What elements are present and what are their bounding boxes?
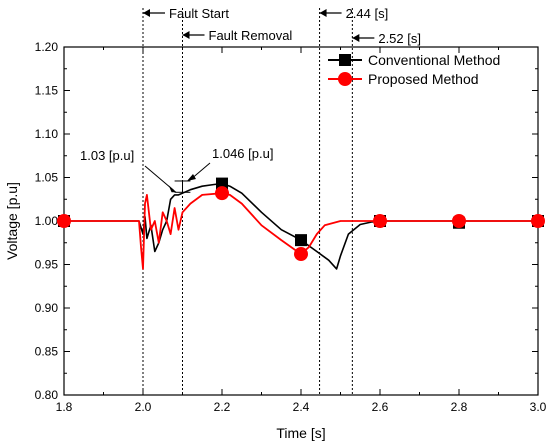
legend: Conventional Method Proposed Method (328, 52, 500, 87)
x-tick-label: 2.4 (293, 400, 310, 414)
x-tick-label: 1.8 (56, 400, 73, 414)
pu-103-leader (144, 165, 174, 191)
series-proposed-marker (294, 247, 308, 262)
fault-start-label: Fault Start (169, 6, 229, 21)
time-252-arrow-head (352, 34, 360, 42)
time-252-label: 2.52 [s] (378, 31, 421, 46)
pu-103-head (168, 185, 177, 193)
legend-label-proposed: Proposed Method (368, 71, 479, 87)
legend-marker-square (339, 54, 351, 66)
x-axis-label: Time [s] (276, 425, 325, 441)
y-tick-label: 0.80 (35, 388, 59, 402)
fault-removal-arrow-head (182, 31, 190, 39)
x-tick-label: 2.8 (451, 400, 468, 414)
y-tick-label: 1.15 (35, 84, 59, 98)
x-tick-label: 2.2 (214, 400, 231, 414)
legend-label-conventional: Conventional Method (368, 52, 500, 68)
series-conventional-marker (216, 177, 228, 190)
y-tick-label: 1.05 (35, 171, 59, 185)
legend-marker-circle (338, 72, 352, 86)
series-proposed-marker (373, 214, 387, 228)
series-proposed-marker (57, 214, 71, 228)
fault-start-arrow-head (143, 9, 150, 17)
y-tick-label: 1.00 (35, 214, 59, 228)
y-tick-label: 0.90 (35, 301, 59, 315)
series-proposed-line (64, 192, 538, 270)
pu-103-label: 1.03 [p.u] (80, 148, 134, 163)
event-lines (142, 8, 353, 395)
fault-removal-label: Fault Removal (209, 28, 293, 43)
x-tick-label: 3.0 (530, 400, 547, 414)
series-conventional-marker (295, 234, 307, 247)
y-axis-label: Voltage [p.u] (4, 182, 20, 260)
x-tick-label: 2.6 (372, 400, 389, 414)
series-proposed-marker (215, 186, 229, 201)
axis-ticks: 1.8 2.0 2.2 2.4 2.6 2.8 3.0 0.80 0.85 0.90 0.95 1.0… (35, 40, 547, 414)
pu-1046-label: 1.046 [p.u] (212, 146, 273, 161)
y-tick-label: 0.85 (35, 345, 59, 359)
series-proposed-marker (531, 214, 545, 228)
time-244-arrow-head (319, 9, 327, 17)
y-tick-label: 1.10 (35, 127, 59, 141)
y-tick-label: 0.95 (35, 258, 59, 272)
x-tick-label: 2.0 (135, 400, 152, 414)
series-proposed-marker (452, 214, 466, 228)
pu-1046-head (187, 173, 196, 181)
series-group (57, 177, 545, 270)
time-244-label: 2.44 [s] (346, 6, 389, 21)
y-tick-label: 1.20 (35, 40, 59, 54)
annotations-group: Fault Start Fault Removal 2.44 [s] 2.52 [s]… (80, 6, 421, 193)
